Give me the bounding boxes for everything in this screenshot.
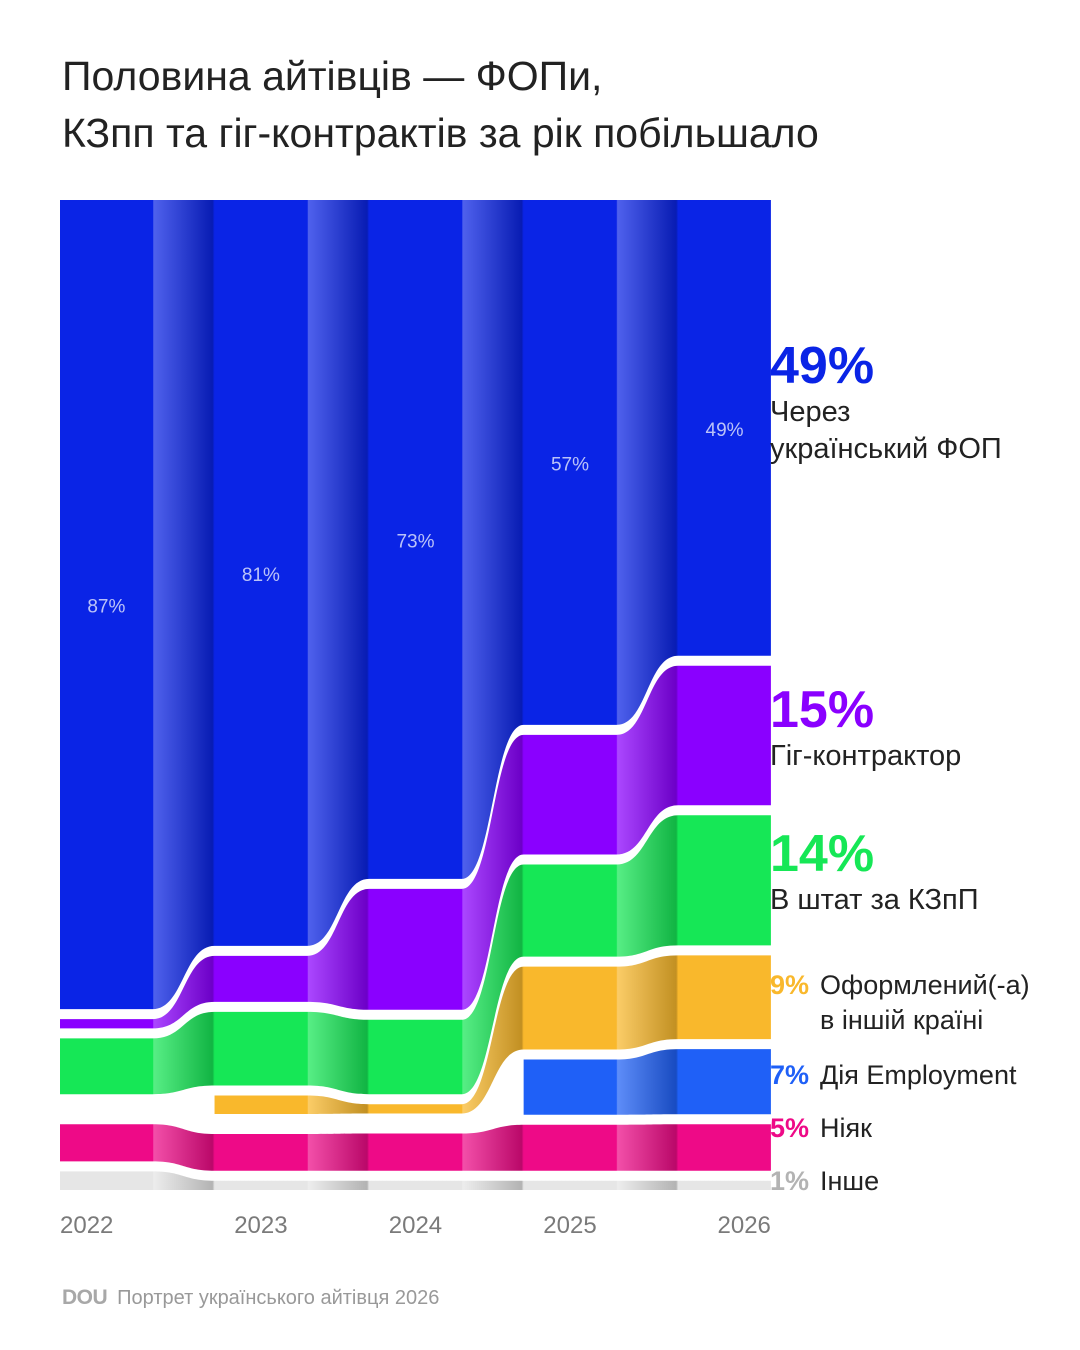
value-label-2022: 87% <box>87 597 125 618</box>
x-tick-2024: 2024 <box>389 1212 442 1239</box>
x-tick-2025: 2025 <box>543 1212 596 1239</box>
legend-item-gig: 15% Гіг-контрактор <box>770 682 1070 775</box>
legend-fop-line-1: Через <box>770 396 851 428</box>
band-5 <box>60 1124 771 1171</box>
title-line-2: КЗпп та гіг-контрактів за рік побільшало <box>62 110 819 156</box>
value-label-2025: 57% <box>551 454 589 475</box>
legend-item-diia: 7% Дія Employment <box>770 1058 1070 1093</box>
value-label-2026: 49% <box>706 420 744 441</box>
legend-diia-pct: 7% <box>770 1060 810 1090</box>
band-1 <box>60 665 771 1029</box>
legend-kzpp-label: В штат за КЗпП <box>770 884 979 916</box>
legend-fop-line-2: український ФОП <box>770 433 1002 465</box>
footer: DOU Портрет українського айтівця 2026 <box>62 1286 439 1310</box>
legend-abroad-pct: 9% <box>770 970 810 1000</box>
legend-abroad-line-2: в іншій країні <box>820 1005 984 1035</box>
legend-fop-pct: 49% <box>770 337 875 395</box>
legend-none-pct: 5% <box>770 1113 810 1143</box>
title-line-1: Половина айтівців — ФОПи, <box>62 53 603 99</box>
x-tick-2022: 2022 <box>60 1212 113 1239</box>
legend-other-pct: 1% <box>770 1166 810 1196</box>
band-3 <box>214 955 771 1114</box>
band-6 <box>60 1171 771 1190</box>
legend-gig-pct: 15% <box>770 681 875 739</box>
legend-item-fop: 49% Через український ФОП <box>770 338 1070 468</box>
footer-source: Портрет українського айтівця 2026 <box>117 1287 440 1309</box>
legend-item-none: 5% Ніяк <box>770 1111 1070 1146</box>
legend-none-label: Ніяк <box>820 1113 872 1143</box>
legend-item-other: 1% Інше <box>770 1164 1070 1199</box>
x-tick-2026: 2026 <box>718 1212 771 1239</box>
legend-item-abroad: 9% Оформлений(-а) в іншій країні <box>770 968 1070 1038</box>
stream-bands <box>60 200 771 1190</box>
value-label-2023: 81% <box>242 565 280 586</box>
legend-other-label: Інше <box>820 1166 880 1196</box>
legend-diia-label: Дія Employment <box>820 1060 1017 1090</box>
band-0 <box>60 200 771 1010</box>
value-label-2024: 73% <box>396 531 434 552</box>
legend-gig-label: Гіг-контрактор <box>770 740 962 772</box>
legend-kzpp-pct: 14% <box>770 825 875 883</box>
chart-title: Половина айтівців — ФОПи, КЗпп та гіг-ко… <box>62 48 1042 162</box>
legend-item-kzpp: 14% В штат за КЗпП <box>770 826 1070 919</box>
band-4 <box>523 1049 771 1115</box>
band-2 <box>60 815 771 1095</box>
x-tick-2023: 2023 <box>234 1212 287 1239</box>
dou-logo: DOU <box>62 1286 108 1309</box>
legend-abroad-line-1: Оформлений(-а) <box>820 970 1030 1000</box>
